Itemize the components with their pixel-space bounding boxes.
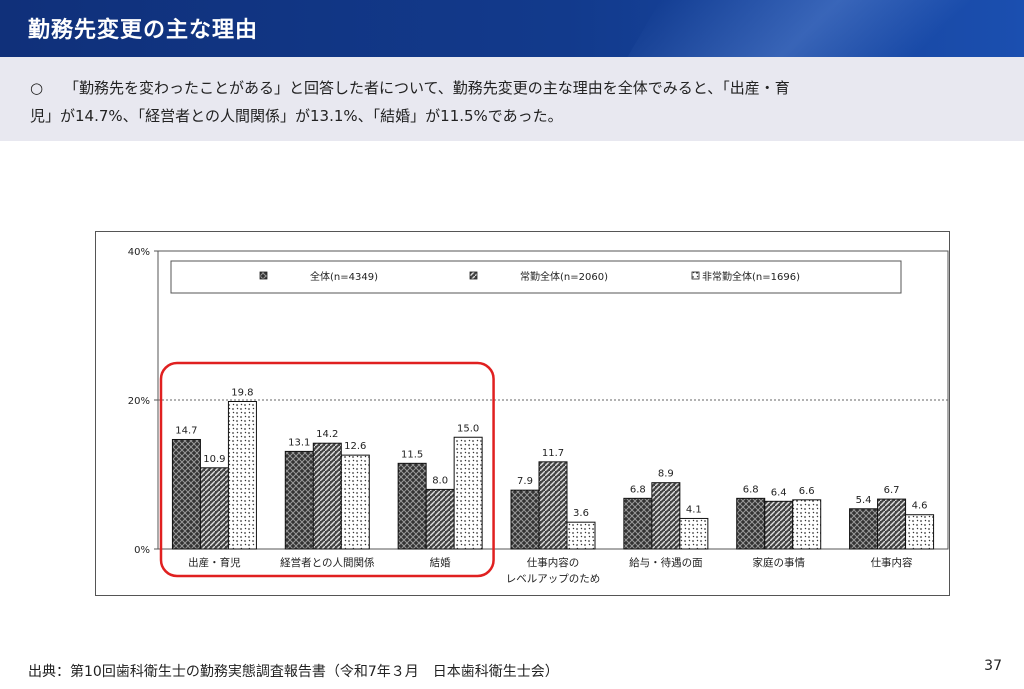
bar: [453, 436, 483, 550]
x-category-label: 仕事内容: [871, 556, 913, 569]
bar-value-label: 6.7: [884, 485, 900, 496]
summary-line-2: 児」が14.7%、「経営者との人間関係」が13.1%、「結婚」が11.5%であっ…: [30, 107, 563, 125]
bar-value-label: 15.0: [457, 423, 479, 434]
bar: [792, 499, 822, 550]
page-number: 37: [984, 658, 1002, 674]
bar: [340, 454, 370, 550]
y-tick-label: 20%: [128, 396, 150, 407]
bar: [171, 438, 201, 550]
x-category-label: 出産・育児: [188, 556, 241, 569]
bar: [679, 517, 709, 550]
x-category-label: 経営者との人間関係: [280, 556, 374, 569]
header-decoration: [627, 0, 1024, 57]
bar: [736, 497, 766, 550]
bar: [651, 482, 681, 550]
bar-value-label: 3.6: [573, 508, 589, 519]
bar: [199, 467, 229, 550]
bar: [425, 488, 455, 550]
bar-value-label: 6.6: [799, 486, 815, 497]
legend-label: 非常勤全体(n=1696): [702, 270, 800, 283]
bar: [566, 521, 596, 550]
bar: [623, 497, 653, 550]
bar-value-label: 6.8: [630, 484, 646, 495]
bar-value-label: 7.9: [517, 476, 533, 487]
bar-value-label: 10.9: [203, 454, 225, 465]
bar: [284, 450, 314, 550]
x-category-label: 仕事内容の: [527, 556, 580, 569]
bar: [510, 489, 540, 550]
legend-label: 全体(n=4349): [310, 270, 378, 283]
legend-label: 常勤全体(n=2060): [520, 270, 608, 283]
bar-value-label: 13.1: [288, 437, 310, 448]
bar-value-label: 4.6: [912, 501, 928, 512]
bar: [905, 514, 935, 550]
bar: [538, 461, 568, 550]
bar-value-label: 14.7: [175, 425, 197, 436]
y-tick-label: 0%: [134, 545, 150, 556]
bar-value-label: 8.9: [658, 469, 674, 480]
bar-value-label: 11.7: [542, 448, 564, 459]
legend-swatch: [259, 271, 268, 280]
bar: [397, 462, 427, 550]
legend-swatch: [469, 271, 478, 280]
summary-text: ○ 「勤務先を変わったことがある」と回答した者について、勤務先変更の主な理由を全体…: [30, 74, 980, 130]
source-citation: 出典：第10回歯科衛生士の勤務実態調査報告書（令和7年３月 日本歯科衛生士会）: [28, 664, 559, 680]
bar: [877, 498, 907, 550]
y-tick-label: 40%: [128, 247, 150, 258]
bar-value-label: 19.8: [231, 387, 253, 398]
summary-box: [0, 57, 1024, 141]
x-category-label: 家庭の事情: [752, 556, 805, 569]
x-category-label: 結婚: [430, 556, 451, 569]
bar-value-label: 4.1: [686, 504, 702, 515]
summary-line-1-text: 「勤務先を変わったことがある」と回答した者について、勤務先変更の主な理由を全体で…: [64, 79, 790, 97]
bar-value-label: 5.4: [856, 495, 872, 506]
x-category-label: レベルアップのため: [506, 573, 601, 585]
bar-value-label: 11.5: [401, 449, 423, 460]
highlight-box: [159, 361, 495, 578]
bar: [227, 400, 257, 550]
legend-swatch: [691, 271, 700, 280]
header-bar: 勤務先変更の主な理由: [0, 0, 1024, 57]
bar-value-label: 6.8: [743, 484, 759, 495]
summary-line-1: ○ 「勤務先を変わったことがある」と回答した者について、勤務先変更の主な理由を全体…: [30, 74, 980, 102]
bar: [764, 500, 794, 550]
bar: [849, 508, 879, 550]
bar-value-label: 12.6: [344, 441, 366, 452]
bar-value-label: 14.2: [316, 429, 338, 440]
legend-box: [170, 260, 902, 294]
bar-value-label: 6.4: [771, 487, 787, 498]
bar: [312, 442, 342, 550]
x-category-label: 給与・待遇の面: [629, 556, 703, 569]
bar-chart: 0% 20% 40% 全体(n=4349) 常勤全体(n=2060) 非常勤全体(n=16…: [128, 247, 949, 585]
page-title: 勤務先変更の主な理由: [28, 18, 259, 43]
summary-bullet: ○: [30, 79, 44, 97]
bar-value-label: 8.0: [432, 475, 448, 486]
